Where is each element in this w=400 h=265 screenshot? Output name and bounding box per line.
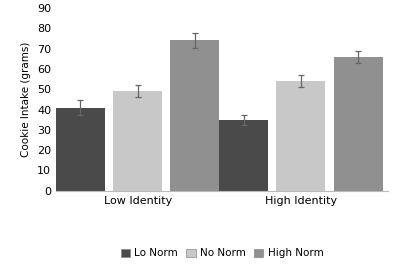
- Bar: [170, 41, 219, 191]
- Legend: Lo Norm, No Norm, High Norm: Lo Norm, No Norm, High Norm: [116, 244, 328, 262]
- Y-axis label: Cookie Intake (grams): Cookie Intake (grams): [22, 42, 32, 157]
- Bar: [219, 120, 268, 191]
- Bar: [334, 57, 382, 191]
- Bar: [276, 81, 326, 191]
- Bar: [113, 91, 162, 191]
- Bar: [56, 108, 105, 191]
